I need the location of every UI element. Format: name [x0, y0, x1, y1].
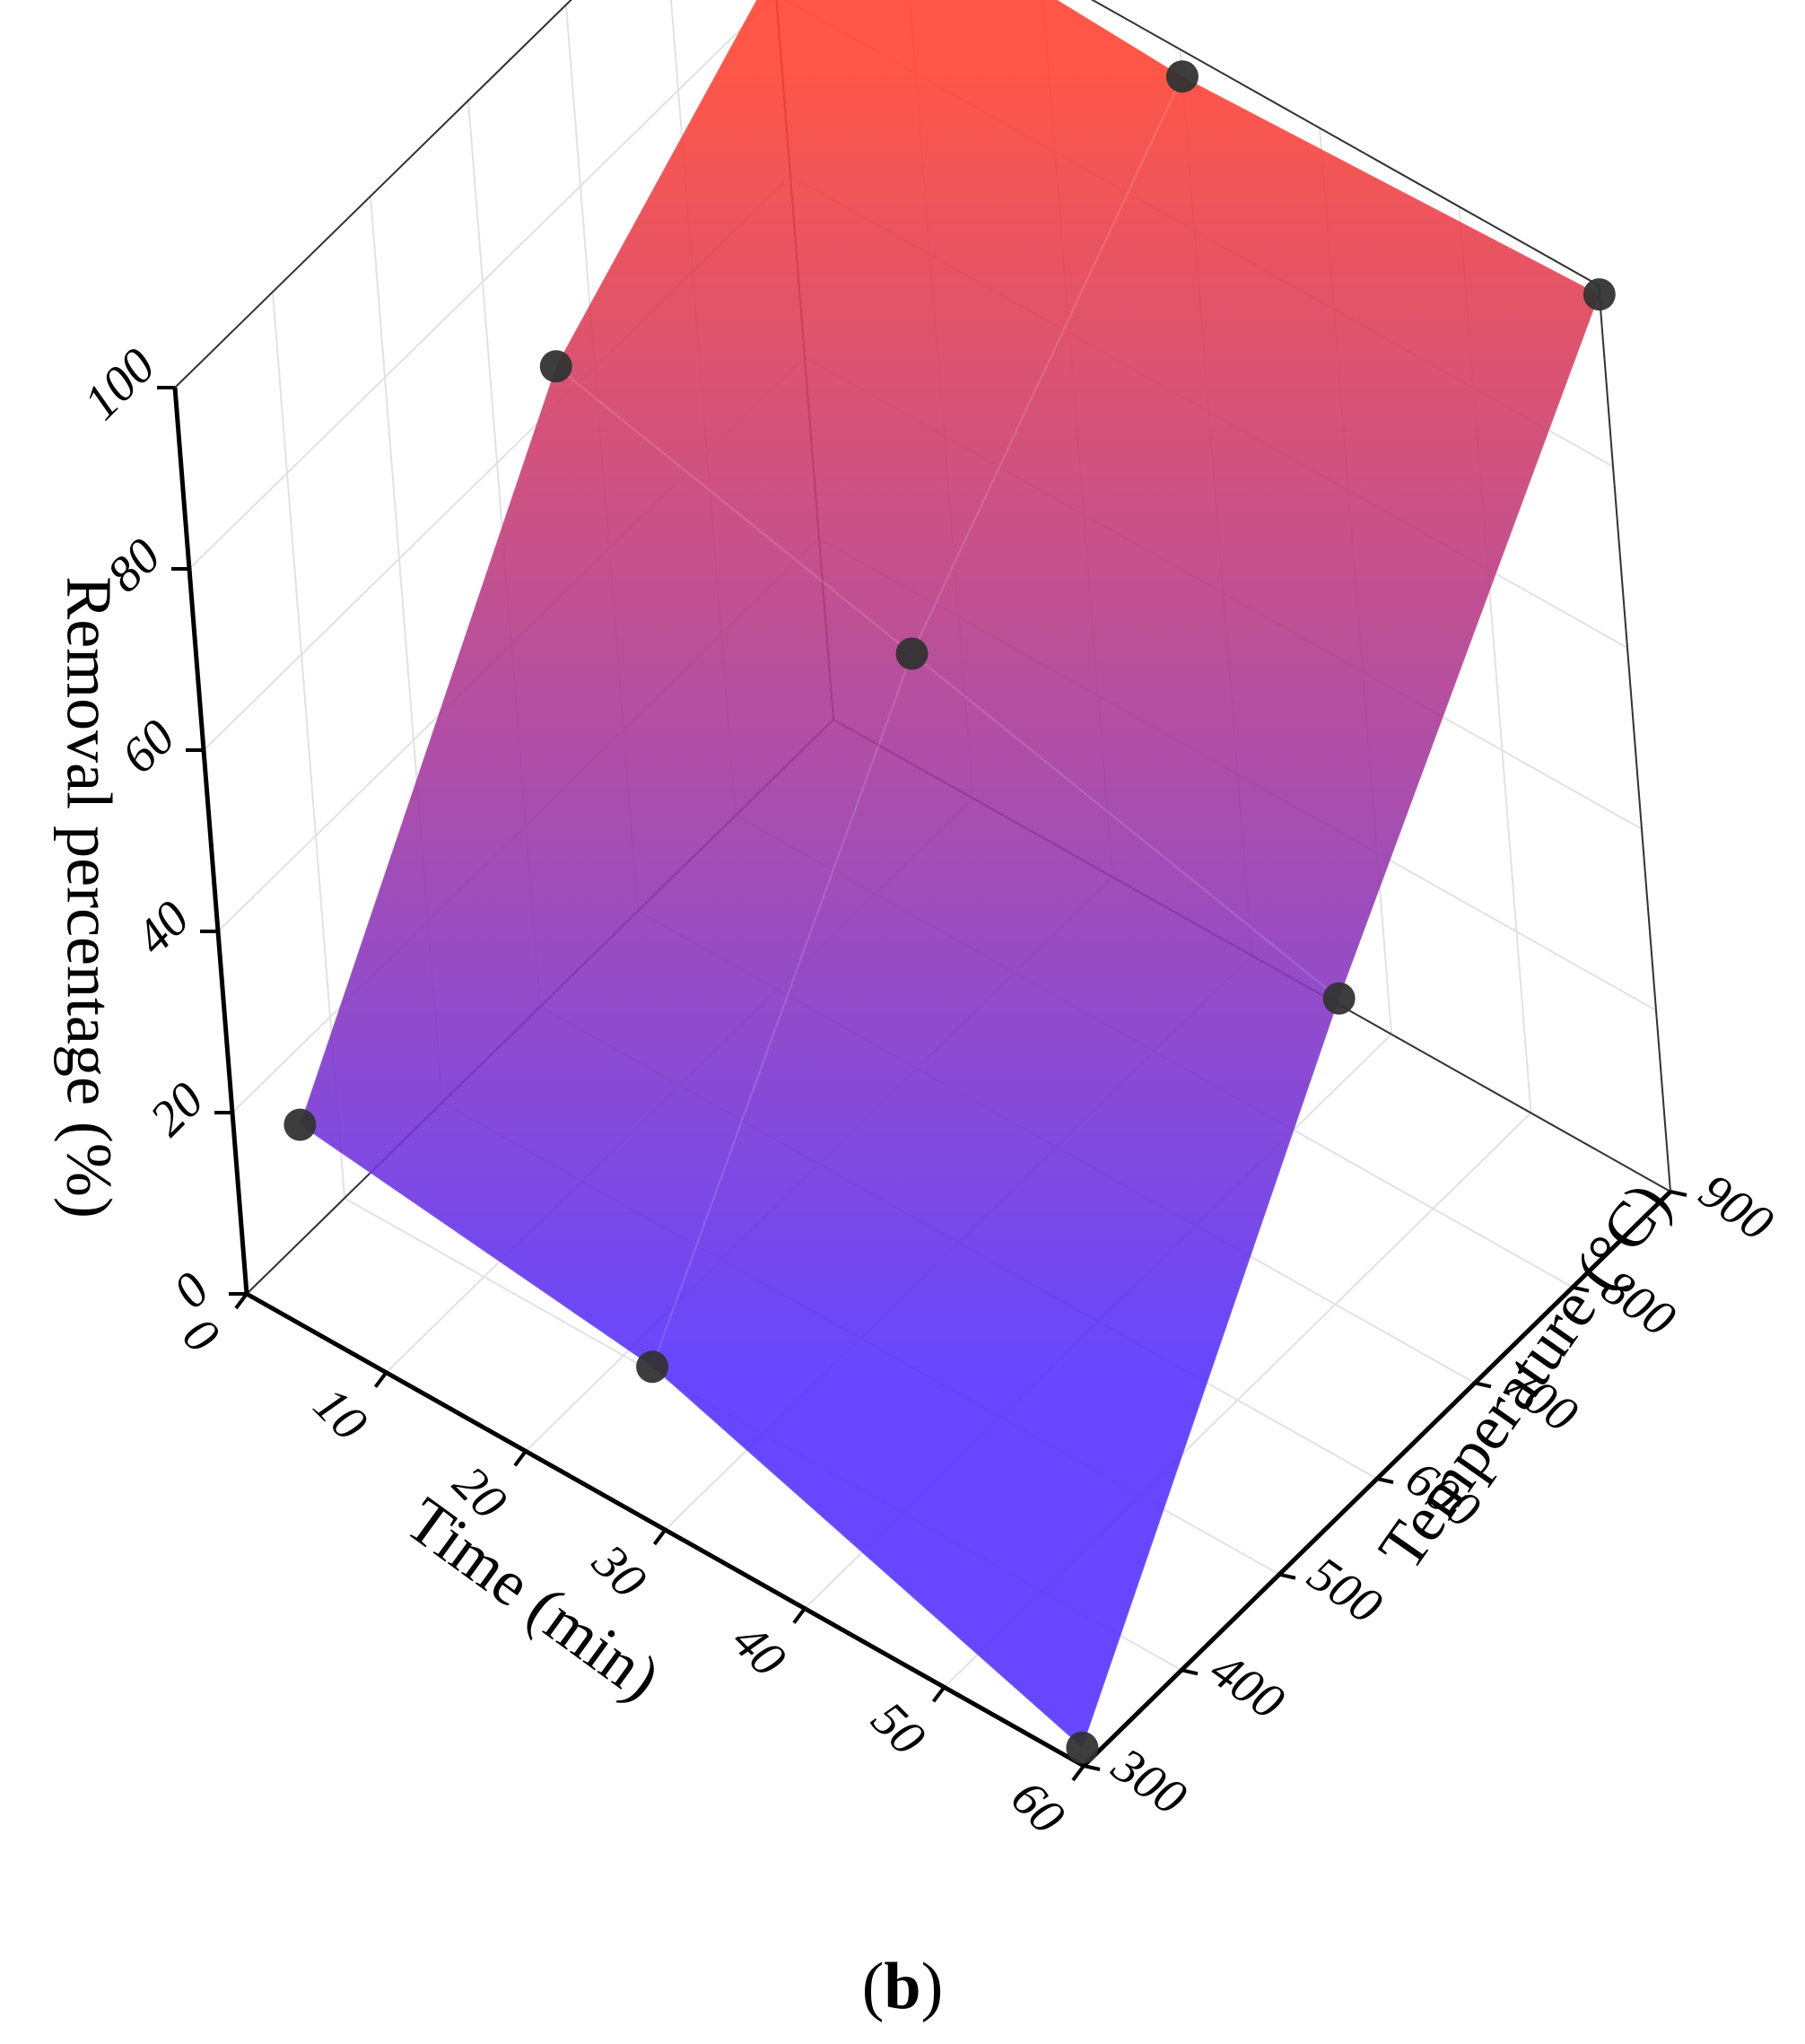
x-tick	[373, 1371, 388, 1388]
y-tick	[1474, 1381, 1492, 1389]
box-edge	[174, 0, 572, 389]
y-tick	[1181, 1668, 1199, 1676]
data-point	[636, 1350, 669, 1384]
data-point	[895, 637, 929, 670]
x-tick-label: 10	[302, 1376, 377, 1451]
y-tick-label: 500	[1298, 1546, 1391, 1635]
surface-patch	[300, 0, 1600, 1748]
tick-marks	[157, 386, 1687, 1782]
z-tick-label: 100	[74, 338, 166, 431]
data-point	[1322, 982, 1356, 1015]
y-tick	[1670, 1190, 1687, 1197]
z-tick-label: 20	[140, 1072, 214, 1147]
x-tick-label: 50	[860, 1691, 935, 1766]
x-tick	[931, 1686, 946, 1703]
y-tick	[1278, 1572, 1296, 1580]
x-tick	[513, 1450, 528, 1467]
box-edge	[1598, 284, 1671, 1192]
grid-line-left-z	[188, 0, 772, 570]
z-tick-label: 40	[126, 891, 200, 965]
x-tick	[1071, 1764, 1086, 1782]
data-point	[283, 1108, 317, 1141]
data-point	[1583, 278, 1616, 311]
data-point	[1165, 60, 1199, 93]
y-tick-label: 900	[1689, 1163, 1783, 1252]
box-edge	[1090, 0, 1600, 286]
y-tick	[1376, 1477, 1394, 1484]
x-tick	[652, 1528, 667, 1546]
x-tick-label: 40	[721, 1612, 796, 1687]
x-tick-label: 60	[1000, 1770, 1075, 1845]
panel-label: (b)	[862, 1950, 943, 2023]
panel-label-letter: b	[884, 1950, 920, 2023]
y-tick-label: 300	[1102, 1737, 1196, 1827]
data-points	[283, 60, 1616, 1764]
data-point	[539, 350, 572, 383]
panel-label-close: )	[921, 1950, 944, 2023]
data-point	[1066, 1731, 1099, 1764]
y-tick-label: 400	[1200, 1642, 1294, 1731]
y-tick	[1083, 1764, 1101, 1771]
z-axis-title: Removal percentage (%)	[53, 576, 125, 1219]
panel-label-open: (	[862, 1950, 885, 2023]
y-axis-title: Temperature (°C)	[1365, 1170, 1683, 1583]
x-axis-title: Time (min)	[393, 1483, 673, 1714]
y-tick	[1572, 1285, 1590, 1293]
x-tick	[234, 1292, 249, 1310]
z-axis-line	[172, 387, 249, 1295]
x-tick	[792, 1607, 807, 1624]
